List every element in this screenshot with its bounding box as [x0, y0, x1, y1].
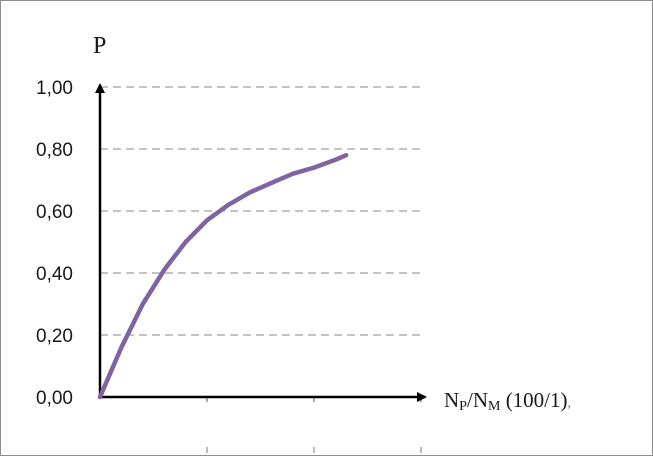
- y-tick-label: 1,00: [36, 78, 73, 99]
- y-tick-label: 0,40: [36, 264, 73, 285]
- x-axis-title: NP/NM (100/1),: [444, 388, 571, 414]
- x-axis-title-sub1: P: [459, 399, 467, 414]
- x-axis-title-n2: N: [473, 388, 488, 412]
- x-axis-title-sub2: M: [488, 399, 501, 414]
- series-group: [97, 152, 349, 400]
- y-axis-title: P: [93, 33, 106, 59]
- y-tick-label: 0,80: [36, 140, 73, 161]
- x-axis-title-trail: ,: [568, 395, 571, 410]
- gridlines: [100, 86, 421, 336]
- y-tick-labels: 0,00 0,20 0,40 0,60 0,80 1,00: [36, 78, 73, 409]
- x-axis-title-unit: (100/1): [500, 388, 567, 412]
- y-tick-label: 0,20: [36, 326, 73, 347]
- series-line: [97, 152, 349, 400]
- x-axis-title-slash: /: [467, 388, 473, 412]
- y-tick-label: 0,60: [36, 202, 73, 223]
- y-tick-label: 0,00: [36, 388, 73, 409]
- x-axis-title-n1: N: [444, 388, 459, 412]
- x-tick-marks: [206, 397, 422, 453]
